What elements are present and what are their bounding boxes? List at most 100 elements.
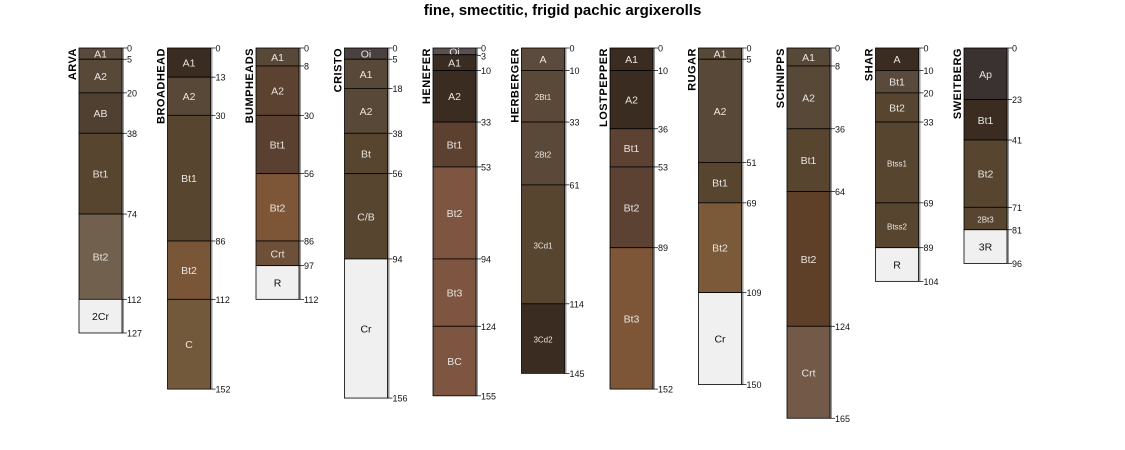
- depth-label: 86: [304, 236, 314, 246]
- depth-label: 5: [393, 55, 398, 65]
- profile-name: LOSTPEPPER: [598, 48, 610, 127]
- depth-label: 10: [658, 66, 668, 76]
- horizon: [432, 121, 477, 168]
- horizon-label: 2Bt1: [535, 93, 552, 102]
- horizon: [609, 70, 654, 130]
- depth-label: 112: [216, 295, 230, 305]
- horizon: [78, 298, 123, 334]
- horizon-label: 3R: [979, 242, 993, 254]
- depth-label: 124: [481, 322, 496, 332]
- depth-label: 53: [481, 162, 491, 172]
- horizon: [432, 70, 477, 123]
- profile-name: SWEITBERG: [952, 48, 964, 119]
- depth-label: 8: [304, 61, 309, 71]
- depth-label: 112: [304, 295, 318, 305]
- horizon: [963, 47, 1008, 101]
- horizon-label: A: [539, 54, 546, 66]
- depth-label: 56: [304, 169, 314, 179]
- depth-label: 89: [658, 243, 668, 253]
- depth-label: 33: [924, 118, 934, 128]
- depth-label: 0: [393, 44, 398, 54]
- profile-shadow: [210, 48, 213, 390]
- profile-shadow: [387, 48, 390, 399]
- depth-label: 36: [835, 124, 845, 134]
- depth-tick: [475, 54, 482, 57]
- horizon-label: A1: [360, 69, 373, 81]
- depth-label: 71: [1012, 203, 1022, 213]
- horizon-label: Bt1: [978, 115, 994, 127]
- horizon-label: A2: [802, 92, 815, 104]
- horizon-label: Bt2: [447, 208, 463, 220]
- horizon-label: C/B: [357, 211, 375, 223]
- profile-shadow: [476, 48, 478, 396]
- profile-name: SCHNIPPS: [775, 48, 787, 108]
- depth-label: 36: [658, 124, 668, 134]
- horizon-label: Bt2: [712, 243, 728, 255]
- horizon: [167, 298, 211, 390]
- horizon: [698, 292, 742, 386]
- horizon-label: Bt1: [712, 178, 728, 190]
- soil-profile: SCHNIPPS A1 0 8 A2 36 Bt1 64 Bt2 124 Crt 165: [775, 44, 850, 424]
- profile-name: HENEFER: [421, 48, 433, 104]
- horizon-label: Cr: [714, 334, 726, 346]
- horizon-label: Bt2: [978, 169, 994, 181]
- horizon-label: Crt: [271, 248, 285, 260]
- depth-label: 30: [216, 111, 226, 121]
- horizon-label: BC: [447, 356, 462, 368]
- depth-label: 0: [658, 44, 663, 54]
- depth-label: 96: [1012, 259, 1022, 269]
- depth-label: 97: [304, 261, 314, 271]
- soil-profile: SHAR A 0 10 Bt1 20 Bt2 33 Btss1 69 Btss2 89 R 104: [864, 44, 939, 287]
- horizon: [698, 162, 742, 204]
- horizon: [786, 65, 831, 130]
- depth-label: 69: [924, 198, 934, 208]
- depth-label: 0: [570, 44, 575, 54]
- depth-label: 86: [216, 236, 226, 246]
- profile-shadow: [918, 48, 921, 282]
- depth-label: 10: [924, 66, 934, 76]
- horizon-label: A2: [360, 106, 373, 118]
- profile-shadow: [122, 48, 124, 333]
- horizon: [344, 173, 388, 260]
- horizon-label: Bt2: [270, 202, 286, 214]
- horizon-label: R: [274, 277, 282, 289]
- depth-label: 10: [570, 66, 580, 76]
- horizon: [963, 229, 1008, 264]
- horizon-label: Bt3: [624, 313, 640, 325]
- profile-name: RUGAR: [687, 48, 699, 91]
- horizon: [521, 184, 565, 305]
- horizon-label: Bt: [361, 148, 371, 160]
- depth-label: 81: [1012, 225, 1022, 235]
- depth-label: 13: [216, 73, 226, 83]
- profile-name: BROADHEAD: [156, 48, 168, 124]
- horizon: [521, 303, 565, 374]
- horizon: [78, 92, 123, 134]
- depth-label: 114: [570, 299, 584, 309]
- horizon: [78, 132, 123, 215]
- depth-label: 155: [481, 391, 496, 401]
- horizon-label: Bt1: [181, 173, 197, 185]
- horizon: [167, 76, 211, 116]
- horizon: [432, 325, 477, 397]
- horizon-label: AB: [93, 108, 107, 120]
- horizon-label: Oi: [361, 49, 372, 61]
- horizon: [344, 258, 388, 399]
- profile-shadow: [741, 48, 744, 385]
- depth-label: 127: [127, 328, 142, 338]
- horizon-label: Bt2: [889, 102, 905, 114]
- horizon: [255, 240, 300, 267]
- horizon: [255, 114, 300, 175]
- horizon-label: Bt1: [889, 77, 905, 89]
- depth-label: 3: [481, 52, 486, 62]
- depth-label: 10: [481, 66, 491, 76]
- horizon-label: A2: [271, 86, 284, 98]
- horizon-label: Btss1: [887, 159, 908, 168]
- horizon-label: Bt2: [181, 265, 197, 277]
- horizon: [78, 58, 123, 94]
- horizon: [521, 70, 565, 123]
- horizon: [786, 191, 831, 327]
- horizon-label: Bt1: [93, 169, 109, 181]
- horizon-label: C: [185, 339, 193, 351]
- depth-label: 56: [393, 169, 403, 179]
